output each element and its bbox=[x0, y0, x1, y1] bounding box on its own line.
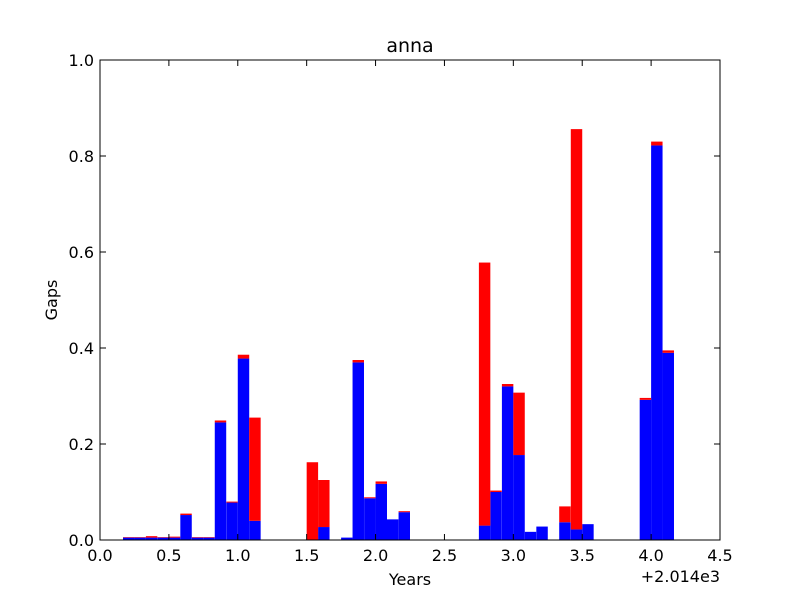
bar-blue-6 bbox=[191, 537, 204, 540]
bar-red-31 bbox=[662, 350, 674, 353]
bar-blue-17 bbox=[375, 483, 387, 540]
y-tick-label: 0.4 bbox=[69, 339, 94, 358]
x-tick-label: 1.0 bbox=[225, 546, 250, 565]
bar-blue-29 bbox=[639, 399, 652, 540]
bar-red-30 bbox=[651, 141, 663, 146]
bar-red-12 bbox=[306, 462, 319, 540]
y-tick-label: 1.0 bbox=[69, 51, 94, 70]
bar-blue-10 bbox=[237, 358, 250, 540]
bar-blue-23 bbox=[513, 455, 525, 540]
bar-red-10 bbox=[237, 354, 250, 359]
bar-blue-0 bbox=[123, 537, 135, 540]
bar-red-4 bbox=[168, 536, 181, 538]
bars-group bbox=[123, 129, 674, 540]
y-axis-ticks: 0.0 0.2 0.4 0.6 0.8 1.0 bbox=[69, 51, 720, 550]
bar-red-5 bbox=[180, 513, 192, 516]
x-tick-label: 3.0 bbox=[501, 546, 526, 565]
bar-blue-7 bbox=[203, 537, 215, 540]
bar-red-11 bbox=[249, 417, 261, 521]
bar-red-2 bbox=[145, 536, 158, 538]
bar-blue-5 bbox=[180, 515, 192, 540]
bar-red-13 bbox=[318, 480, 330, 528]
bar-blue-9 bbox=[226, 502, 238, 540]
y-tick-label: 0.0 bbox=[69, 531, 94, 550]
bar-blue-1 bbox=[134, 537, 146, 540]
bar-red-23 bbox=[513, 392, 525, 456]
bar-blue-2 bbox=[145, 537, 158, 540]
bar-red-29 bbox=[639, 397, 652, 400]
bar-red-26 bbox=[559, 506, 571, 523]
plot-area bbox=[100, 60, 720, 540]
bar-blue-30 bbox=[651, 145, 663, 540]
x-tick-label: 3.5 bbox=[569, 546, 594, 565]
bar-blue-25 bbox=[536, 526, 548, 540]
x-tick-label: 0.0 bbox=[87, 546, 112, 565]
bar-blue-19 bbox=[398, 512, 410, 540]
bar-blue-27 bbox=[570, 529, 583, 540]
bar-blue-8 bbox=[214, 422, 227, 540]
x-tick-label: 4.0 bbox=[638, 546, 663, 565]
x-axis-offset-label: +2.014e3 bbox=[641, 567, 720, 586]
bar-blue-22 bbox=[501, 386, 514, 540]
bar-red-20 bbox=[478, 262, 491, 526]
bar-blue-28 bbox=[582, 524, 594, 540]
bar-red-27 bbox=[570, 129, 583, 530]
bar-red-17 bbox=[375, 481, 387, 484]
x-tick-label: 2.5 bbox=[432, 546, 457, 565]
x-axis-ticks: 0.0 0.5 1.0 1.5 2.0 2.5 3.0 3.5 4.0 4.5 bbox=[87, 60, 733, 565]
bar-blue-24 bbox=[524, 531, 537, 540]
bar-red-16 bbox=[364, 497, 376, 499]
x-tick-label: 0.5 bbox=[156, 546, 181, 565]
bar-red-9 bbox=[226, 501, 238, 503]
bar-blue-4 bbox=[168, 537, 181, 540]
bar-blue-20 bbox=[478, 525, 491, 540]
bar-blue-18 bbox=[386, 519, 399, 540]
y-tick-label: 0.8 bbox=[69, 147, 94, 166]
bar-red-8 bbox=[214, 420, 227, 423]
bar-red-21 bbox=[490, 490, 502, 492]
y-tick-label: 0.2 bbox=[69, 435, 94, 454]
bar-blue-15 bbox=[352, 362, 364, 540]
y-axis-label: Gaps bbox=[42, 280, 61, 321]
y-tick-label: 0.6 bbox=[69, 243, 94, 262]
bar-blue-31 bbox=[662, 352, 674, 540]
bar-blue-11 bbox=[249, 520, 261, 540]
plot-frame bbox=[99, 59, 721, 541]
bar-red-15 bbox=[352, 360, 364, 363]
x-axis-label: Years bbox=[388, 570, 431, 589]
x-tick-label: 4.5 bbox=[707, 546, 732, 565]
chart-title: anna bbox=[386, 35, 433, 57]
bar-blue-3 bbox=[157, 537, 169, 540]
bar-red-19 bbox=[398, 511, 410, 513]
bar-blue-13 bbox=[318, 527, 330, 540]
bar-blue-14 bbox=[341, 537, 353, 540]
bar-blue-21 bbox=[490, 492, 502, 540]
bar-red-22 bbox=[501, 384, 514, 387]
x-tick-label: 2.0 bbox=[363, 546, 388, 565]
x-tick-label: 1.5 bbox=[294, 546, 319, 565]
bar-blue-16 bbox=[364, 498, 376, 540]
bar-blue-26 bbox=[559, 522, 571, 540]
